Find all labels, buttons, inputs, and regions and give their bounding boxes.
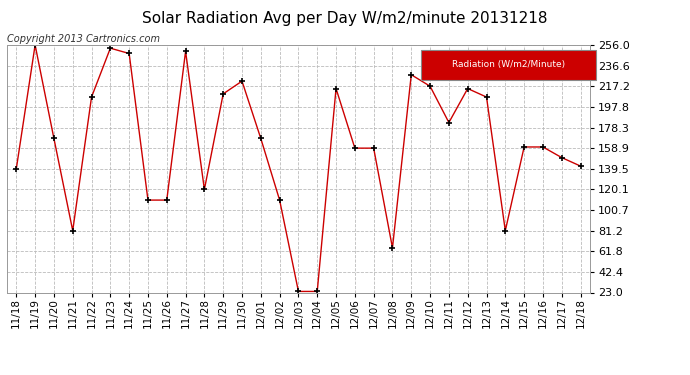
FancyBboxPatch shape	[421, 50, 595, 80]
Text: Copyright 2013 Cartronics.com: Copyright 2013 Cartronics.com	[7, 34, 160, 44]
Text: Solar Radiation Avg per Day W/m2/minute 20131218: Solar Radiation Avg per Day W/m2/minute …	[142, 11, 548, 26]
Text: Radiation (W/m2/Minute): Radiation (W/m2/Minute)	[452, 60, 565, 69]
